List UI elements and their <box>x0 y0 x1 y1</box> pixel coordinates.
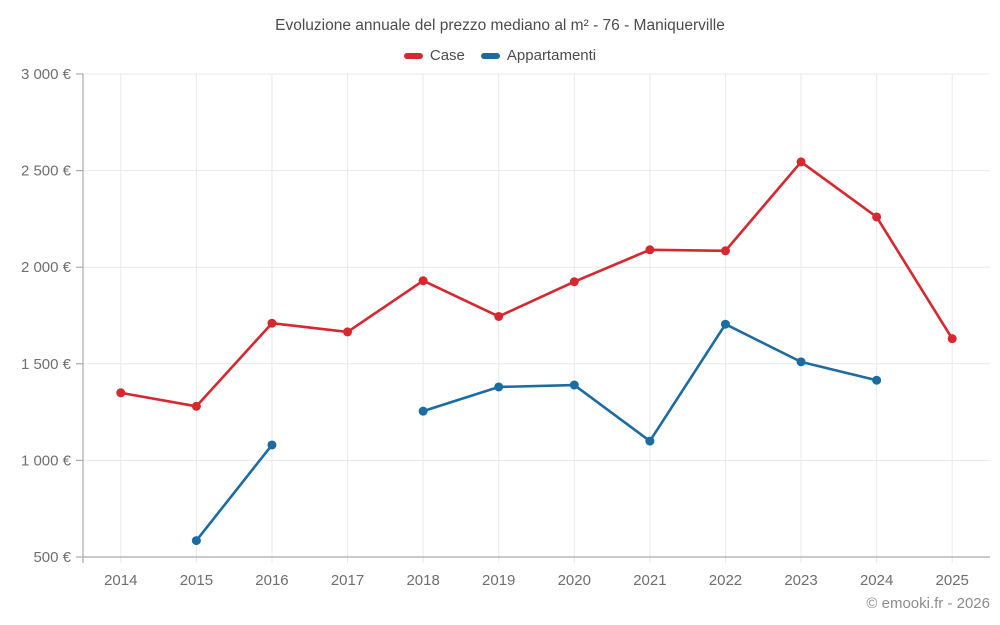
case-point-2018[interactable] <box>418 276 428 286</box>
y-tick-label: 2 500 € <box>21 163 72 180</box>
case-line <box>119 160 954 408</box>
x-tick-label: 2022 <box>709 572 742 589</box>
case-point-2014[interactable] <box>116 388 126 398</box>
appartamenti-point-2018[interactable] <box>418 406 428 416</box>
appartamenti-point-2022[interactable] <box>720 319 730 329</box>
appartamenti-point-2023[interactable] <box>796 357 806 367</box>
case-point-2019[interactable] <box>494 311 504 321</box>
appartamenti-point-2024[interactable] <box>872 375 882 385</box>
x-tick-label: 2018 <box>406 572 439 589</box>
case-point-2020[interactable] <box>569 277 579 287</box>
y-tick-label: 500 € <box>33 549 71 566</box>
x-tick-label: 2015 <box>180 572 213 589</box>
case-point-2025[interactable] <box>947 334 957 344</box>
y-tick-label: 3 000 € <box>21 66 72 83</box>
x-tick-label: 2020 <box>558 572 591 589</box>
x-tick-label: 2021 <box>633 572 666 589</box>
case-point-2021[interactable] <box>645 245 655 255</box>
x-tick-label: 2017 <box>331 572 364 589</box>
chart-legend: Case Appartamenti <box>0 47 1000 64</box>
appartamenti-point-2015[interactable] <box>191 536 201 546</box>
case-point-2024[interactable] <box>872 212 882 222</box>
appartamenti-series-swatch-icon <box>480 52 500 59</box>
case-point-2015[interactable] <box>191 401 201 411</box>
legend-item-case[interactable]: Case <box>403 47 465 64</box>
x-tick-label: 2019 <box>482 572 515 589</box>
appartamenti-point-2021[interactable] <box>645 436 655 446</box>
x-tick-label: 2025 <box>936 572 969 589</box>
legend-label-appartamenti: Appartamenti <box>506 47 597 64</box>
y-tick-label: 1 500 € <box>21 356 72 373</box>
case-series-swatch-icon <box>403 52 423 59</box>
x-tick-label: 2023 <box>784 572 817 589</box>
chart-title: Evoluzione annuale del prezzo mediano al… <box>275 17 725 34</box>
watermark-credit[interactable]: © emooki.fr - 2026 <box>866 595 990 612</box>
y-tick-label: 1 000 € <box>21 452 72 469</box>
case-point-2016[interactable] <box>267 318 277 328</box>
case-point-2022[interactable] <box>720 246 730 256</box>
x-tick-label: 2024 <box>860 572 893 589</box>
appartamenti-point-2020[interactable] <box>569 380 579 390</box>
x-tick-label: 2014 <box>104 572 137 589</box>
appartamenti-point-2016[interactable] <box>267 440 277 450</box>
case-point-2017[interactable] <box>343 327 353 337</box>
legend-item-appartamenti[interactable]: Appartamenti <box>480 47 597 64</box>
case-point-2023[interactable] <box>796 157 806 167</box>
x-tick-label: 2016 <box>255 572 288 589</box>
appartamenti-point-2019[interactable] <box>494 382 504 392</box>
legend-label-case: Case <box>429 47 465 64</box>
y-tick-label: 2 000 € <box>21 259 72 276</box>
appartamenti-line <box>195 443 274 542</box>
